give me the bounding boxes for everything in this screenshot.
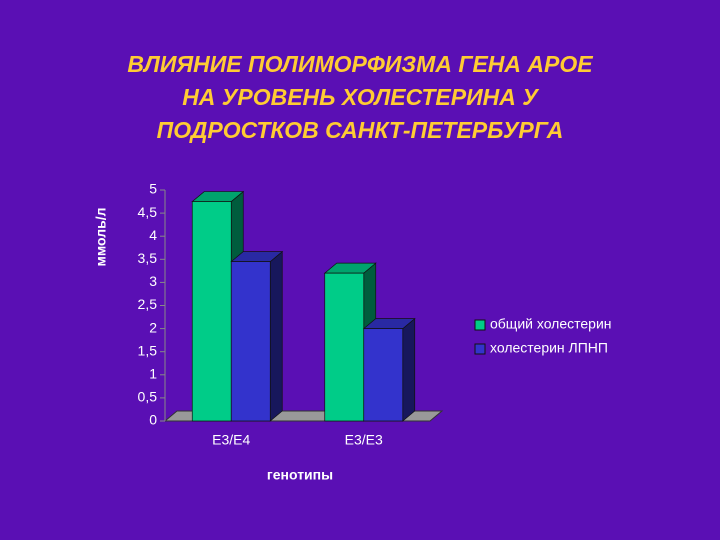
y-tick-label: 4 (149, 227, 157, 243)
y-tick-label: 2,5 (138, 296, 158, 312)
bar (191, 201, 232, 422)
x-axis-label: генотипы (267, 467, 333, 483)
y-tick-label: 0 (149, 412, 157, 428)
y-tick-label: 3 (149, 273, 157, 289)
bar (324, 272, 365, 422)
bar (230, 261, 271, 422)
bar-side (402, 317, 416, 422)
legend-label: холестерин ЛПНП (490, 340, 608, 356)
legend-swatch (474, 319, 486, 331)
bar-side (269, 250, 283, 422)
y-tick-label: 4,5 (138, 204, 158, 220)
y-tick-label: 3,5 (138, 250, 158, 266)
y-tick-label: 1 (149, 366, 157, 382)
bar (363, 328, 404, 422)
y-axis-label: ммоль/л (93, 207, 109, 266)
y-tick-label: 1,5 (138, 342, 158, 358)
y-tick-label: 5 (149, 181, 157, 197)
chart-title: ВЛИЯНИЕ ПОЛИМОРФИЗМА ГЕНА АРОЕ (127, 51, 593, 77)
legend-swatch (474, 343, 486, 355)
chart-title: НА УРОВЕНЬ ХОЛЕСТЕРИНА У (182, 84, 540, 110)
chart-title: ПОДРОСТКОВ САНКТ-ПЕТЕРБУРГА (157, 117, 564, 143)
y-tick-label: 2 (149, 319, 157, 335)
legend-label: общий холестерин (490, 316, 612, 332)
x-tick-label: E3/E4 (212, 432, 250, 448)
x-tick-label: E3/E3 (345, 432, 383, 448)
y-tick-label: 0,5 (138, 389, 158, 405)
